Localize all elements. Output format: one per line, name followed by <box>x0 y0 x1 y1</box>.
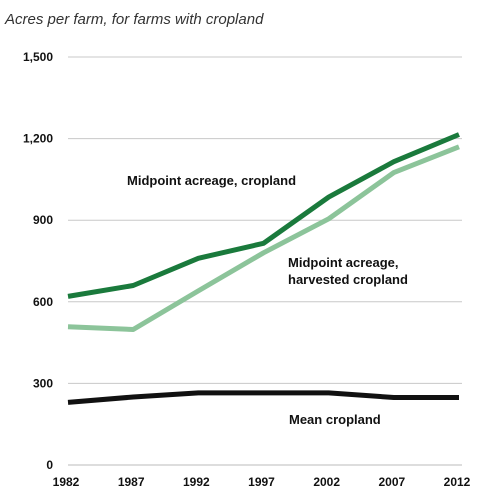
series-line-midpoint_harvested <box>67 144 460 332</box>
series-line-mean_cropland <box>67 390 459 405</box>
y-tick-label: 0 <box>46 458 53 472</box>
series-line-midpoint_cropland <box>67 132 460 299</box>
x-axis-tick-labels: 1982 1987 1992 1997 2002 2007 2012 <box>53 475 471 489</box>
annotation-midpoint_harvested: Midpoint acreage, <box>288 255 399 270</box>
x-tick-label: 1997 <box>248 475 275 489</box>
x-tick-label: 2002 <box>313 475 340 489</box>
x-tick-label: 2012 <box>444 475 471 489</box>
gridlines <box>68 56 462 466</box>
x-tick-label: 2007 <box>378 475 405 489</box>
annotation-mean_cropland: Mean cropland <box>289 412 381 427</box>
y-tick-label: 1,200 <box>23 132 53 146</box>
y-tick-label: 1,500 <box>23 50 53 64</box>
series-annotations: Midpoint acreage, cropland Midpoint acrea… <box>127 173 408 427</box>
y-axis-tick-labels: 0 300 600 900 1,200 1,500 <box>23 50 53 472</box>
chart-subtitle: Acres per farm, for farms with cropland <box>4 11 264 28</box>
x-tick-label: 1982 <box>53 475 80 489</box>
y-tick-label: 900 <box>33 213 53 227</box>
y-tick-label: 300 <box>33 376 53 390</box>
annotation-midpoint_harvested: harvested cropland <box>288 272 408 287</box>
x-tick-label: 1987 <box>118 475 145 489</box>
annotation-midpoint_cropland: Midpoint acreage, cropland <box>127 173 296 188</box>
x-tick-label: 1992 <box>183 475 210 489</box>
series-lines <box>67 132 460 405</box>
y-tick-label: 600 <box>33 295 53 309</box>
